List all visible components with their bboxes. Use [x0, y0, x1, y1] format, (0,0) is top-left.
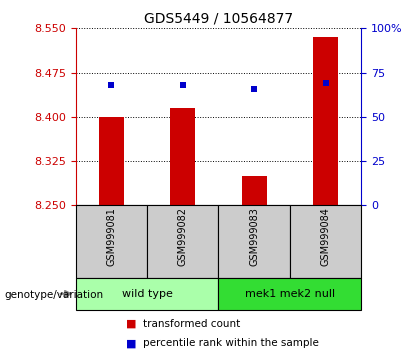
Text: GSM999082: GSM999082	[178, 207, 188, 267]
Text: wild type: wild type	[121, 289, 173, 299]
Bar	[99, 117, 124, 205]
Text: transformed count: transformed count	[143, 319, 240, 329]
Title: GDS5449 / 10564877: GDS5449 / 10564877	[144, 12, 293, 26]
Bar	[241, 176, 267, 205]
Text: mek1 mek2 null: mek1 mek2 null	[245, 289, 335, 299]
Text: ■: ■	[126, 319, 136, 329]
Bar	[218, 205, 290, 278]
Text: GSM999084: GSM999084	[320, 207, 331, 266]
Text: GSM999081: GSM999081	[106, 207, 116, 266]
Bar	[290, 205, 361, 278]
Bar	[170, 108, 195, 205]
Text: genotype/variation: genotype/variation	[4, 290, 103, 299]
Bar	[218, 278, 361, 310]
Text: GSM999083: GSM999083	[249, 207, 259, 266]
Bar	[313, 37, 338, 205]
Text: ■: ■	[126, 338, 136, 348]
Bar	[76, 278, 218, 310]
Bar	[76, 205, 147, 278]
Bar	[147, 205, 218, 278]
Text: percentile rank within the sample: percentile rank within the sample	[143, 338, 319, 348]
